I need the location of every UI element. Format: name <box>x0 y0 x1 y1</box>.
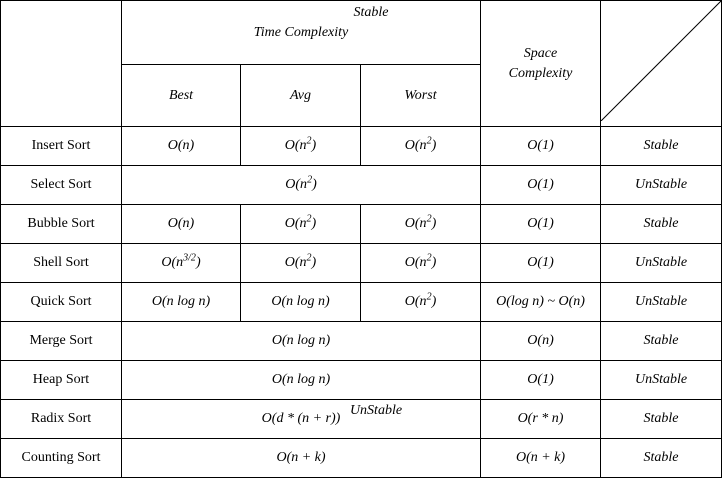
complexity-base: O(n <box>161 255 183 270</box>
table-row: Merge Sort O(n log n) O(n) Stable <box>0 321 722 361</box>
table-row: Select Sort O(n2) O(1) UnStable <box>0 165 722 205</box>
stability: UnStable <box>600 243 722 283</box>
time-complexity-all: O(n + k) <box>120 438 482 478</box>
table-row: Insert Sort O(n) O(n2) O(n2) O(1) Stable <box>0 126 722 166</box>
space-complexity: O(n + k) <box>480 438 602 478</box>
complexity-base: O(n <box>285 138 307 153</box>
table-body: Insert Sort O(n) O(n2) O(n2) O(1) Stable Selec… <box>0 126 722 478</box>
stability: UnStable <box>600 165 722 205</box>
time-best: O(n log n) <box>121 282 241 322</box>
time-complexity-all: O(n log n) <box>120 321 482 361</box>
complexity-exponent: 2 <box>307 135 312 146</box>
algorithm-name: Merge Sort <box>0 321 122 361</box>
space-complexity: O(log n) ~ O(n) <box>480 282 602 322</box>
complexity-exponent: 2 <box>427 291 432 302</box>
space-complexity: O(1) <box>480 204 602 244</box>
header-avg: Avg <box>240 64 361 127</box>
complexity-base: O(n log n) <box>152 294 210 309</box>
complexity-base: O(n <box>405 216 427 231</box>
algorithm-name: Counting Sort <box>0 438 122 478</box>
header-stability: Stable UnStable <box>0 0 722 418</box>
complexity-base: O(n <box>405 138 427 153</box>
corner-cell <box>0 0 122 127</box>
table-row: Counting Sort O(n + k) O(n + k) Stable <box>0 438 722 478</box>
space-complexity: O(n) <box>480 321 602 361</box>
complexity-base: O(n <box>285 255 307 270</box>
time-avg: O(n log n) <box>240 282 361 322</box>
time-avg: O(n2) <box>240 126 361 166</box>
stability: UnStable <box>600 360 722 400</box>
time-best: O(n) <box>121 126 241 166</box>
stability: UnStable <box>600 282 722 322</box>
time-complexity-all: O(n log n) <box>120 360 482 400</box>
stability: Stable <box>600 204 722 244</box>
complexity-tail: ) <box>432 294 437 309</box>
table-row: Heap Sort O(n log n) O(1) UnStable <box>0 360 722 400</box>
complexity-tail: ) <box>312 255 317 270</box>
algorithm-name: Bubble Sort <box>0 204 122 244</box>
complexity-exponent: 2 <box>307 213 312 224</box>
complexity-base: O(n + k) <box>276 450 325 465</box>
complexity-base: O(n <box>285 216 307 231</box>
complexity-exponent: 2 <box>427 135 432 146</box>
time-avg: O(n2) <box>240 204 361 244</box>
complexity-tail: ) <box>312 138 317 153</box>
space-complexity: O(1) <box>480 360 602 400</box>
time-worst: O(n2) <box>359 204 482 244</box>
complexity-tail: ) <box>196 255 201 270</box>
header-space-line1: Space <box>524 46 557 61</box>
table-row: Quick Sort O(n log n) O(n log n) O(n2) O(log… <box>0 282 722 322</box>
complexity-tail: ) <box>312 216 317 231</box>
time-worst: O(n2) <box>359 243 482 283</box>
complexity-base: O(n log n) <box>272 333 330 348</box>
complexity-base: O(n <box>405 255 427 270</box>
time-complexity-all: O(n2) <box>120 165 482 205</box>
space-complexity: O(1) <box>480 126 602 166</box>
algorithm-name: Quick Sort <box>0 282 122 322</box>
complexity-base: O(n log n) <box>271 294 329 309</box>
algorithm-name: Select Sort <box>0 165 122 205</box>
algorithm-name: Insert Sort <box>0 126 122 166</box>
time-worst: O(n2) <box>359 282 482 322</box>
diagonal-divider <box>601 1 721 121</box>
header-worst: Worst <box>359 64 482 127</box>
complexity-base: O(n) <box>168 138 194 153</box>
complexity-tail: ) <box>432 216 437 231</box>
complexity-base: O(n <box>405 294 427 309</box>
complexity-exponent: 2 <box>427 252 432 263</box>
stability: Stable <box>600 321 722 361</box>
complexity-exponent: 2 <box>307 252 312 263</box>
time-avg: O(n2) <box>240 243 361 283</box>
table-row: Bubble Sort O(n) O(n2) O(n2) O(1) Stable <box>0 204 722 244</box>
complexity-base: O(n <box>285 177 307 192</box>
header-space-line2: Complexity <box>509 66 573 81</box>
complexity-tail: ) <box>312 177 317 192</box>
complexity-exponent: 2 <box>427 213 432 224</box>
complexity-base: O(n) <box>168 216 194 231</box>
space-complexity: O(1) <box>480 243 602 283</box>
complexity-tail: ) <box>432 255 437 270</box>
time-best: O(n) <box>121 204 241 244</box>
stability: Stable <box>600 126 722 166</box>
space-complexity: O(1) <box>480 165 602 205</box>
header-time-complexity: Time Complexity <box>120 0 482 66</box>
complexity-exponent: 3/2 <box>183 252 196 263</box>
complexity-exponent: 2 <box>307 174 312 185</box>
complexity-tail: ) <box>432 138 437 153</box>
time-best: O(n3/2) <box>121 243 241 283</box>
algorithm-name: Shell Sort <box>0 243 122 283</box>
table-row: Shell Sort O(n3/2) O(n2) O(n2) O(1) UnStable <box>0 243 722 283</box>
complexity-base: O(n log n) <box>272 372 330 387</box>
time-worst: O(n2) <box>359 126 482 166</box>
stability: Stable <box>600 438 722 478</box>
header-stable: Stable <box>0 5 722 21</box>
header-best: Best <box>121 64 241 127</box>
algorithm-name: Heap Sort <box>0 360 122 400</box>
